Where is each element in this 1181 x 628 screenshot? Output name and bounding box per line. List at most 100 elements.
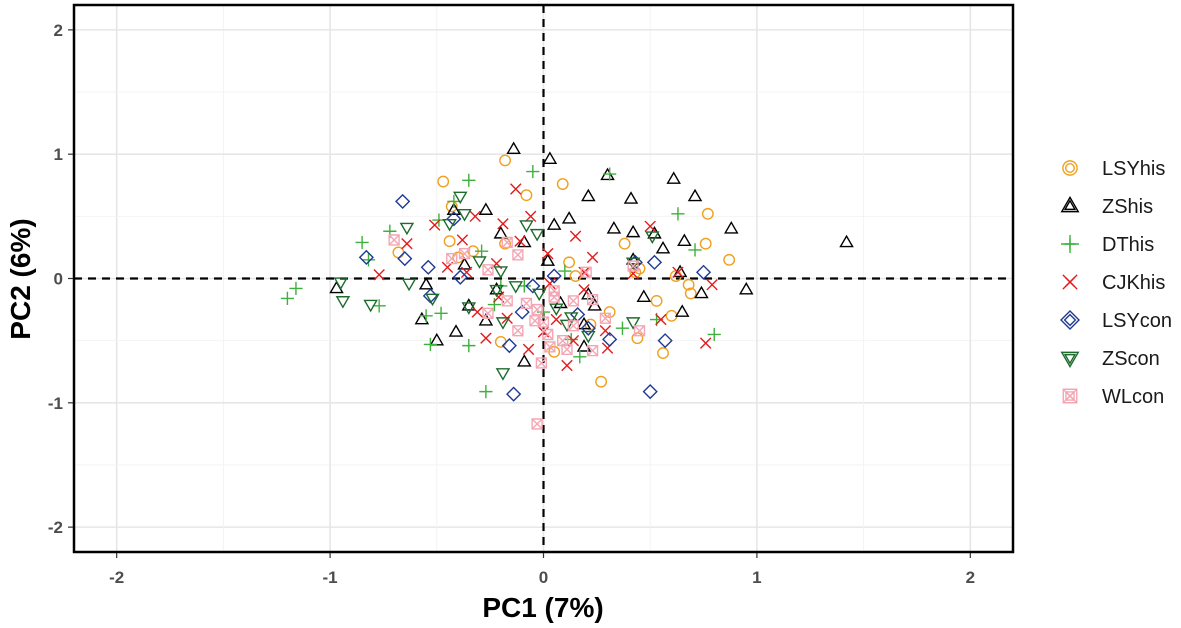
data-point-wlcon <box>537 316 550 328</box>
data-point-wlcon <box>482 307 494 319</box>
data-point-zshis <box>418 276 434 290</box>
data-point-lsycon <box>397 251 413 267</box>
data-point-cjkhis <box>644 220 656 233</box>
data-point-lsycon <box>642 384 658 400</box>
data-point-zscon <box>457 209 472 222</box>
data-point-lsyhis <box>684 287 697 300</box>
data-point-cjkhis <box>586 251 599 264</box>
data-point-wlcon <box>531 303 543 316</box>
data-point-lsyhis <box>520 189 533 202</box>
data-point-wlcon <box>531 418 543 430</box>
legend-marker-lsyhis <box>1062 160 1078 176</box>
legend-item-dthis: DThis <box>1061 234 1154 256</box>
data-point-cjkhis <box>550 313 563 326</box>
data-point-zscon <box>453 191 468 205</box>
data-point-wlcon <box>627 260 639 272</box>
x-axis-title: PC1 (7%) <box>482 592 603 623</box>
data-point-zshis <box>448 324 464 337</box>
data-point-wlcon <box>548 291 560 303</box>
data-point-zscon <box>559 319 575 333</box>
x-axis-ticks: -2 -1 0 1 2 <box>109 553 975 587</box>
y-tick-label: 0 <box>54 270 63 289</box>
data-point-cjkhis <box>514 235 526 247</box>
data-point-lsycon <box>602 331 618 348</box>
data-point-dthis <box>475 244 489 258</box>
data-point-lsyhis <box>657 347 669 360</box>
x-tick-label: 2 <box>966 568 975 587</box>
data-point-zscon <box>495 368 511 381</box>
data-point-wlcon <box>446 252 458 265</box>
data-point-lsyhis <box>699 237 712 250</box>
legend-marker-inner-wlcon <box>1065 391 1075 401</box>
data-point-lsyhis <box>682 278 695 291</box>
legend-item-lsycon: LSYcon <box>1060 310 1172 332</box>
data-point-dthis <box>462 173 476 187</box>
data-point-lsycon <box>525 278 541 294</box>
data-point-zscon <box>363 299 378 313</box>
data-point-zscon <box>401 278 417 292</box>
data-point-dthis <box>462 339 476 353</box>
data-point-zshis <box>517 234 532 248</box>
data-point-dthis <box>289 281 303 296</box>
data-point-zshis <box>414 311 430 325</box>
legend-label-zshis: ZShis <box>1102 196 1153 218</box>
data-point-wlcon <box>586 293 599 306</box>
data-point-zshis <box>493 226 509 239</box>
data-point-dthis <box>479 385 493 399</box>
data-point-lsycon <box>506 386 522 402</box>
y-tick-label: 2 <box>54 21 63 40</box>
data-point-cjkhis <box>655 313 667 326</box>
data-point-lsyhis <box>629 266 642 279</box>
data-point-cjkhis <box>471 306 484 318</box>
legend-label-lsycon: LSYcon <box>1102 310 1172 332</box>
legend-item-wlcon: WLcon <box>1062 386 1164 408</box>
data-point-zshis <box>489 281 504 295</box>
y-tick-label: -1 <box>48 394 63 413</box>
data-point-dthis <box>603 167 617 181</box>
data-point-lsyhis <box>556 178 569 190</box>
data-point-zshis <box>674 304 690 317</box>
data-point-cjkhis <box>401 237 413 250</box>
legend-label-wlcon: WLcon <box>1102 386 1164 408</box>
data-point-cjkhis <box>428 219 441 231</box>
data-point-cjkhis <box>578 283 590 296</box>
data-point-wlcon <box>561 343 573 356</box>
data-point-zshis <box>517 354 532 367</box>
data-point-lsyhis <box>563 256 576 269</box>
legend-item-cjkhis: CJKhis <box>1062 272 1165 294</box>
data-point-zshis <box>677 233 692 247</box>
reference-lines <box>74 5 1013 552</box>
data-point-lsycon <box>657 333 673 349</box>
data-point-wlcon <box>544 341 556 353</box>
data-point-cjkhis <box>544 277 556 290</box>
data-point-wlcon <box>580 266 592 278</box>
data-point-zshis <box>839 234 854 248</box>
y-axis-ticks: -2 -1 0 1 2 <box>48 21 73 537</box>
data-point-wlcon <box>520 297 533 310</box>
legend-item-zscon: ZScon <box>1060 348 1160 370</box>
data-point-zshis <box>506 141 521 155</box>
data-point-zscon <box>625 317 641 330</box>
x-tick-label: -1 <box>323 568 338 587</box>
data-point-zshis <box>581 188 596 202</box>
data-point-zshis <box>655 240 671 254</box>
data-point-zscon <box>529 228 545 242</box>
legend-label-cjkhis: CJKhis <box>1102 272 1165 294</box>
data-point-zscon <box>472 256 487 269</box>
data-point-dthis <box>558 264 572 278</box>
data-point-cjkhis <box>561 359 573 372</box>
data-point-zshis <box>540 253 556 266</box>
data-point-lsyhis <box>595 375 608 388</box>
data-point-dthis <box>372 299 386 313</box>
legend-marker-inner-cjkhis <box>1065 277 1075 287</box>
data-point-dthis <box>361 253 376 267</box>
data-point-lsycon <box>695 264 712 280</box>
data-point-cjkhis <box>510 183 522 195</box>
data-point-dthis <box>707 327 721 342</box>
data-point-wlcon <box>633 325 646 337</box>
data-point-zshis <box>606 221 622 234</box>
data-point-zscon <box>399 222 415 236</box>
data-point-zscon <box>549 303 564 317</box>
legend-marker-inner-dthis <box>1064 238 1076 250</box>
